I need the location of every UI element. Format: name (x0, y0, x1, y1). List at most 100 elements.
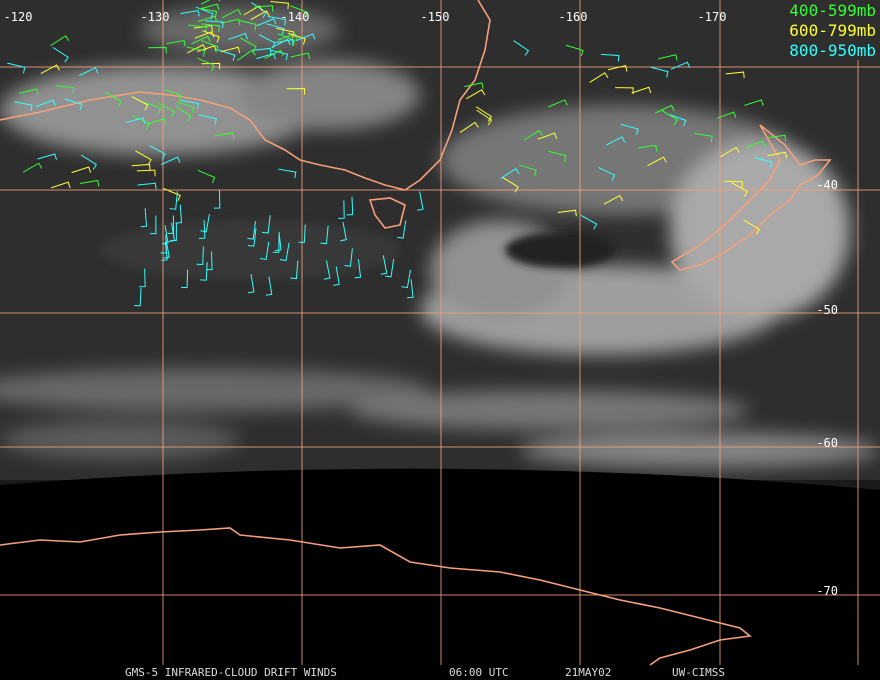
wind-barb (340, 221, 347, 242)
wind-barb (136, 169, 156, 177)
wind-barb (228, 32, 248, 40)
wind-barb (650, 66, 669, 78)
wind-barb (163, 239, 170, 259)
wind-barb (631, 86, 652, 94)
wind-barb (238, 19, 257, 31)
wind-barb (196, 246, 204, 266)
wind-barb (191, 35, 211, 45)
legend-entry: 800-950mb (789, 41, 876, 60)
wind-barb (205, 20, 224, 29)
wind-barb (180, 99, 200, 110)
wind-barb (200, 39, 219, 53)
wind-barb (286, 88, 306, 95)
wind-barb (476, 109, 493, 126)
coastlines (0, 0, 832, 666)
wind-barb (607, 65, 628, 72)
wind-barb (50, 35, 70, 47)
longitude-label: -170 (698, 10, 727, 24)
wind-barb (213, 189, 221, 209)
wind-barb (22, 162, 43, 173)
wind-barb (55, 85, 75, 94)
wind-barb (167, 215, 175, 234)
wind-barb (40, 64, 60, 75)
wind-barb (134, 287, 142, 307)
wind-barb (295, 33, 316, 42)
wind-barb (523, 129, 543, 141)
wind-barb (252, 47, 272, 55)
wind-barb (64, 98, 83, 110)
wind-barb (500, 168, 520, 179)
footer-text: UW-CIMSS (672, 666, 725, 679)
wind-barb (720, 146, 740, 158)
wind-barb (79, 67, 99, 76)
latitude-label: -40 (816, 178, 838, 192)
wind-barb (397, 220, 407, 239)
wind-barb (580, 214, 598, 230)
wind-barb (661, 109, 678, 126)
wind-barb (265, 276, 273, 296)
wind-barb (131, 96, 149, 111)
longitude-label: -140 (281, 10, 310, 24)
wind-barb (745, 140, 766, 149)
wind-barb (131, 163, 151, 171)
wind-barb (270, 0, 290, 10)
wind-barb (215, 132, 235, 139)
wind-barb (254, 5, 274, 12)
longitude-labels: -120 -130 -140 -150 -160 -170 (4, 10, 727, 24)
wind-barb (513, 40, 530, 56)
legend-entry: 600-799mb (789, 21, 876, 40)
latitude-labels: -40 -50 -60 -70 (816, 178, 838, 598)
wind-barb (220, 46, 241, 54)
wind-barb (37, 153, 57, 160)
wind-barb (201, 62, 221, 70)
wind-barb (105, 92, 122, 107)
wind-barb (14, 101, 33, 111)
wind-barb (250, 10, 270, 21)
wind-barb (637, 144, 658, 152)
wind-barb (132, 115, 150, 130)
wind-barb (269, 49, 289, 61)
wind-barb (287, 32, 306, 45)
wind-barb (548, 150, 567, 162)
wind-barb (459, 121, 479, 133)
wind-barb (476, 106, 493, 122)
wind-barb (143, 101, 162, 114)
wind-barb (380, 255, 388, 275)
footer: GMS-5 INFRARED-CLOUD DRIFT WINDS 06:00 UT… (125, 666, 725, 679)
wind-barb (80, 154, 98, 170)
wind-barb (186, 44, 207, 54)
wind-barb (658, 54, 678, 61)
wind-barb (146, 118, 167, 125)
wind-barb (668, 113, 687, 127)
wind-barb (176, 101, 195, 114)
wind-barb (158, 102, 176, 118)
wind-barb (290, 260, 299, 280)
wind-barb (647, 156, 667, 167)
wind-barb (620, 123, 639, 136)
wind-barb (266, 23, 285, 35)
wind-barb (221, 8, 242, 19)
wind-barb (181, 269, 189, 289)
wind-barb (655, 104, 675, 114)
wind-barb (267, 16, 287, 26)
wind-barb (162, 225, 169, 245)
wind-barb (175, 105, 192, 122)
wind-barb (197, 57, 215, 71)
wind-barb (694, 133, 713, 143)
wind-barb (180, 9, 200, 17)
wind-barb (163, 188, 181, 202)
wind-barb (537, 132, 558, 140)
wind-barb (247, 274, 255, 294)
wind-barb (338, 200, 345, 219)
wind-barb (598, 166, 616, 181)
wind-barb (139, 268, 146, 288)
wind-barb (194, 31, 215, 39)
wind-barb (7, 62, 26, 74)
wind-barb (52, 47, 69, 63)
wind-barb (518, 164, 537, 176)
latitude-label: -70 (816, 584, 838, 598)
wind-barb (198, 114, 217, 125)
